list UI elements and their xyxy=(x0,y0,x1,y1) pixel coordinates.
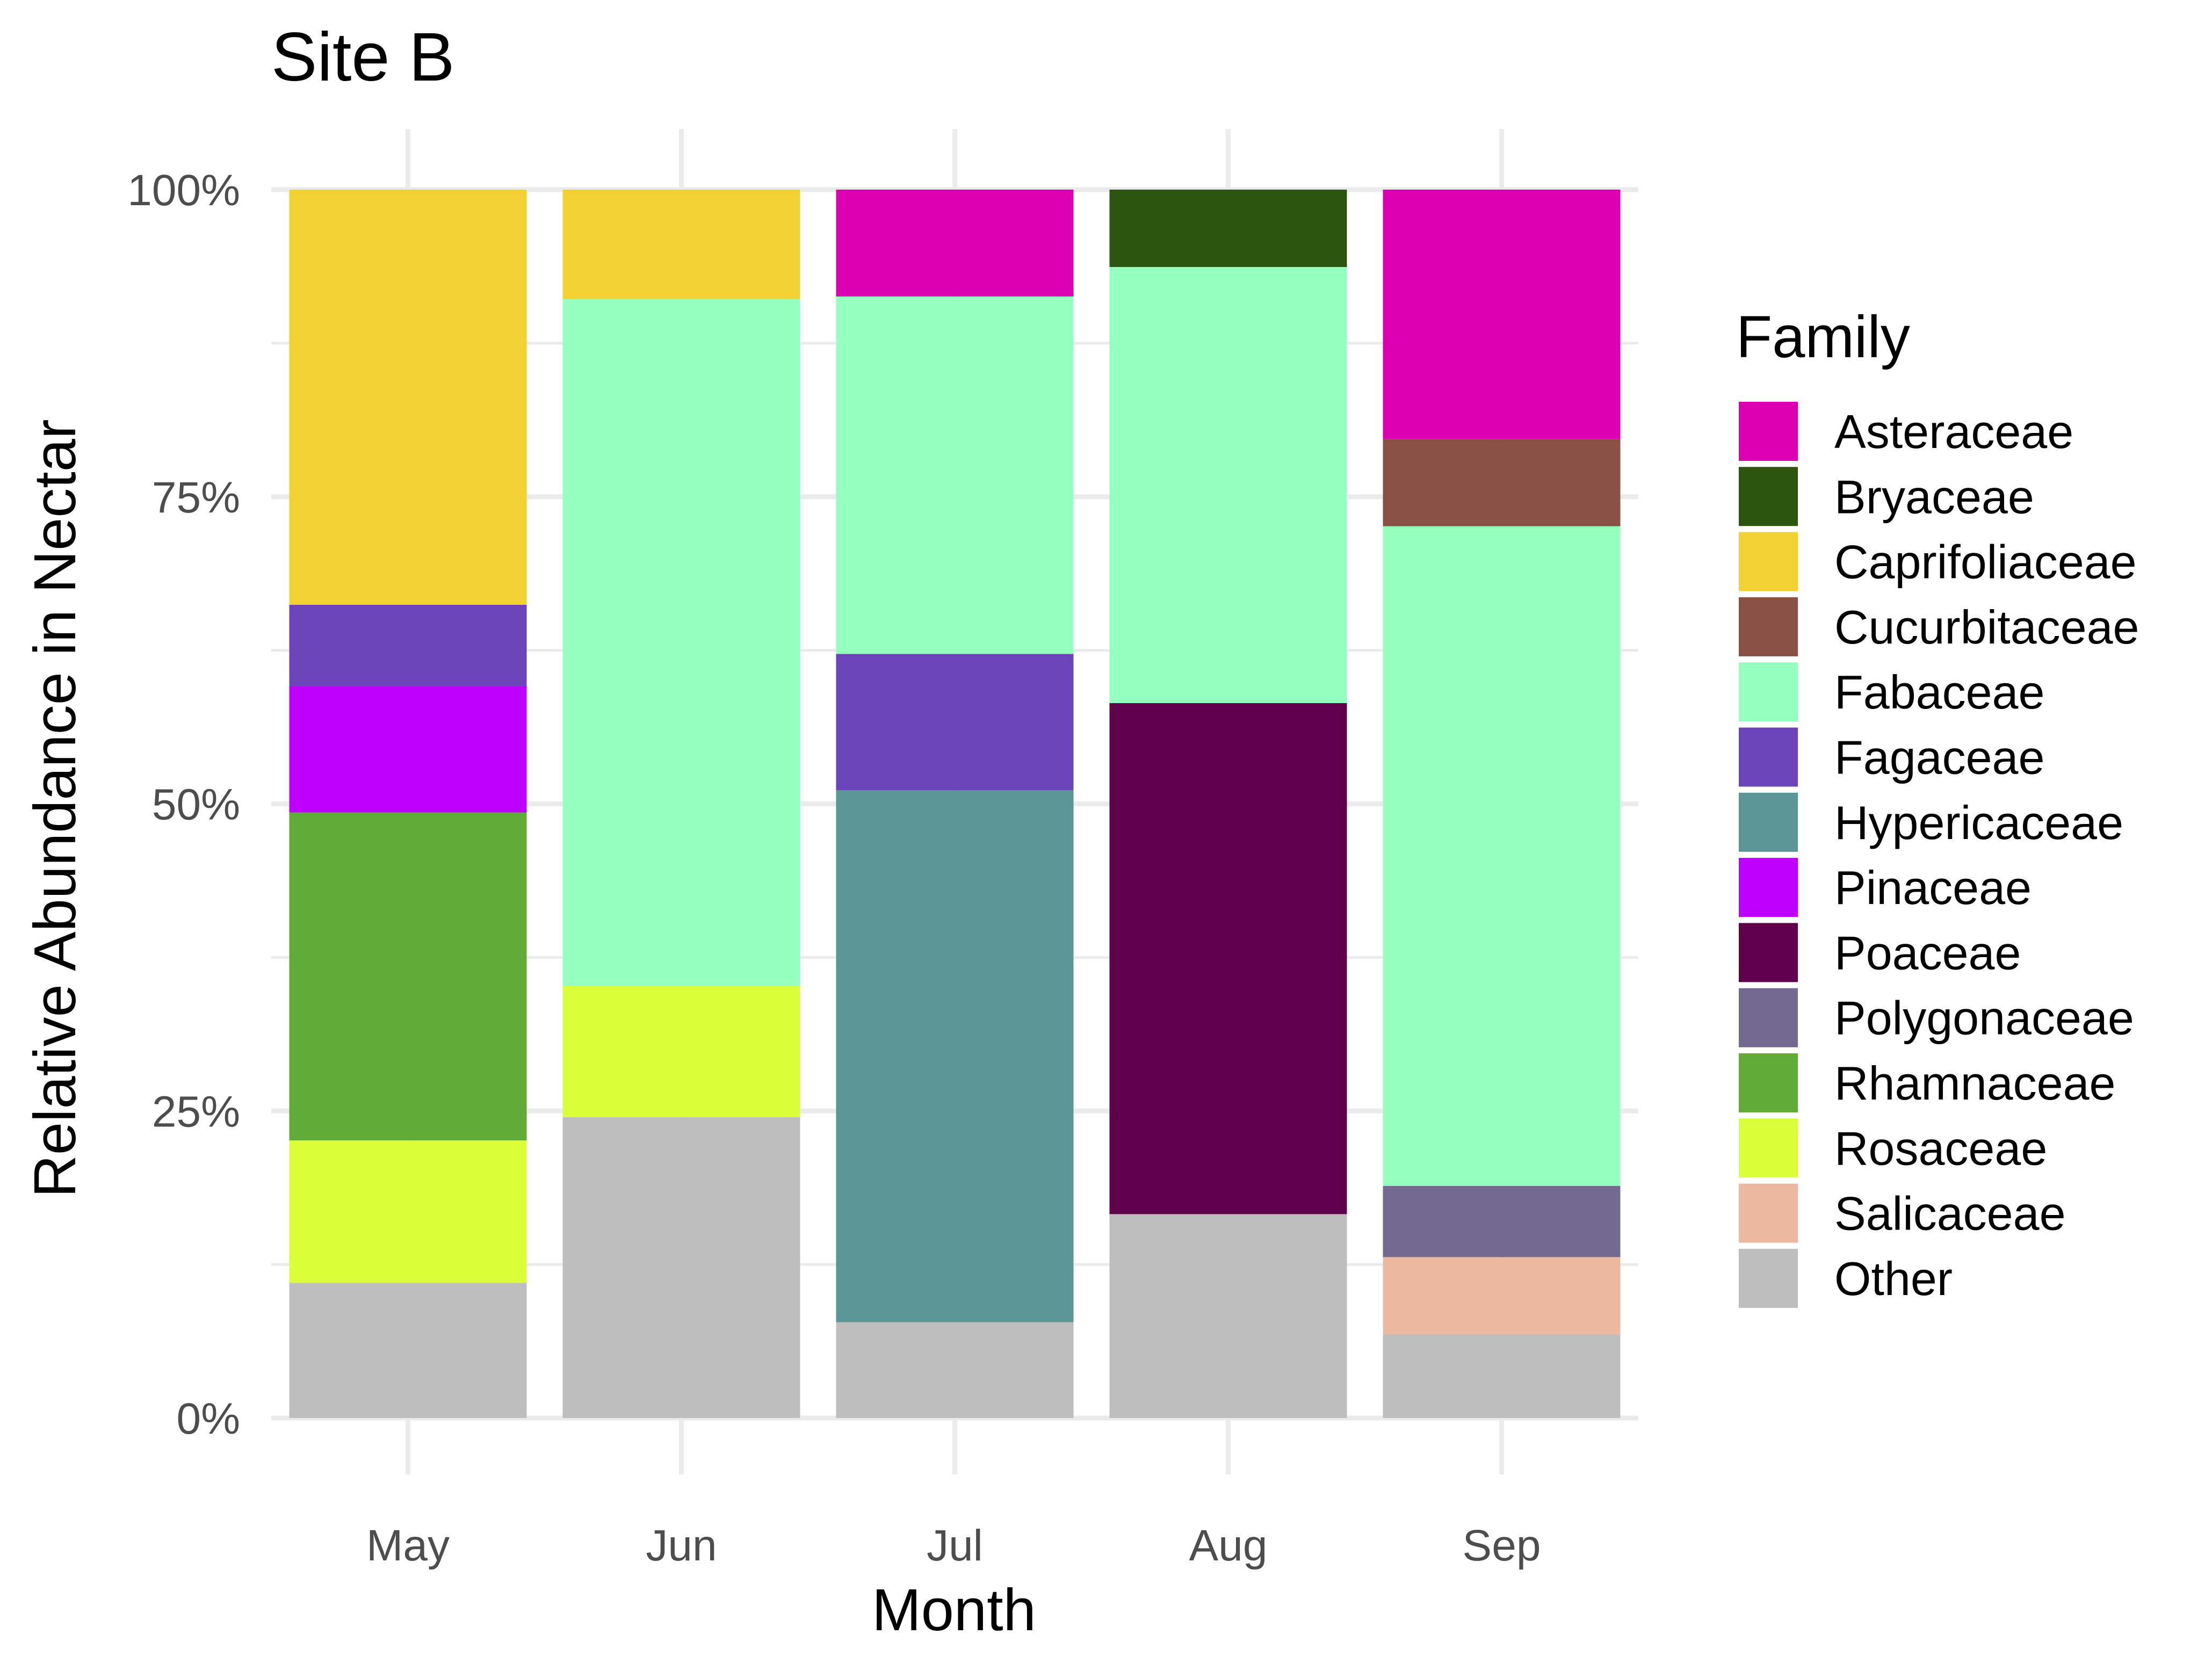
bar-aug-fabaceae xyxy=(1109,267,1347,703)
legend-label: Bryaceae xyxy=(1834,470,2034,523)
legend-label: Caprifoliaceae xyxy=(1834,536,2137,589)
bar-aug-poaceae xyxy=(1109,703,1347,1214)
legend-item: Pinaceae xyxy=(1739,858,2032,917)
x-tick-label: Jul xyxy=(927,1521,983,1570)
bar-may-other xyxy=(289,1283,527,1418)
x-tick-label: Jun xyxy=(646,1521,717,1570)
legend-item: Salicaceae xyxy=(1739,1183,2066,1243)
chart-title: Site B xyxy=(271,19,455,96)
bar-jun-caprifoliaceae xyxy=(562,190,800,299)
legend-key xyxy=(1739,1053,1798,1112)
legend-label: Asteraceae xyxy=(1834,405,2073,458)
legend-label: Polygonaceae xyxy=(1834,992,2134,1045)
legend-key xyxy=(1739,597,1798,656)
legend-label: Fagaceae xyxy=(1834,731,2044,784)
legend-key xyxy=(1739,792,1798,852)
x-tick-label: May xyxy=(366,1521,450,1570)
bar-jul-other xyxy=(836,1322,1074,1418)
y-tick-label: 25% xyxy=(152,1087,240,1136)
y-tick-label: 75% xyxy=(152,473,240,522)
legend-label: Cucurbitaceae xyxy=(1834,601,2139,654)
bar-jul-asteraceae xyxy=(836,190,1074,297)
y-tick-label: 0% xyxy=(176,1394,240,1443)
bar-jun-fabaceae xyxy=(562,299,800,986)
legend-item: Rosaceae xyxy=(1739,1118,2047,1178)
bar-may-caprifoliaceae xyxy=(289,190,527,605)
x-tick-label: Aug xyxy=(1189,1521,1268,1570)
legend-label: Pinaceae xyxy=(1834,861,2032,914)
bar-sep-polygonaceae xyxy=(1383,1185,1621,1257)
bar-jun-rosaceae xyxy=(562,985,800,1117)
legend-item: Hypericaceae xyxy=(1739,792,2123,852)
bar-jun-other xyxy=(562,1117,800,1418)
legend-key xyxy=(1739,467,1798,526)
legend-item: Fagaceae xyxy=(1739,727,2044,787)
bar-sep-fabaceae xyxy=(1383,526,1621,1186)
legend-item: Rhamnaceae xyxy=(1739,1053,2115,1112)
bar-aug-other xyxy=(1109,1214,1347,1418)
legend-item: Poaceae xyxy=(1739,923,2021,982)
x-tick-label: Sep xyxy=(1463,1521,1541,1570)
legend-key xyxy=(1739,1248,1798,1308)
legend-label: Poaceae xyxy=(1834,926,2021,979)
bar-sep-asteraceae xyxy=(1383,190,1621,439)
y-axis-tick-labels: 0% 25% 50% 75% 100% xyxy=(127,166,240,1443)
legend-label: Other xyxy=(1834,1252,1953,1305)
legend-key xyxy=(1739,858,1798,917)
legend-item: Other xyxy=(1739,1248,1953,1308)
y-axis-title: Relative Abundance in Nectar xyxy=(22,419,88,1197)
bar-sep-cucurbitaceae xyxy=(1383,439,1621,526)
legend-key xyxy=(1739,988,1798,1047)
bars xyxy=(289,190,1621,1418)
bar-jul-fagaceae xyxy=(836,654,1074,791)
legend-key xyxy=(1739,727,1798,787)
bar-jul-fabaceae xyxy=(836,296,1074,654)
y-tick-label: 100% xyxy=(127,166,240,215)
legend-item: Asteraceae xyxy=(1739,402,2073,461)
legend-label: Salicaceae xyxy=(1834,1187,2066,1240)
legend-item: Caprifoliaceae xyxy=(1739,532,2137,591)
legend-label: Hypericaceae xyxy=(1834,796,2123,849)
legend-title: Family xyxy=(1736,304,1910,370)
legend-key xyxy=(1739,402,1798,461)
legend: Asteraceae Bryaceae Caprifoliaceae Cucurbit… xyxy=(1739,402,2139,1308)
x-axis-tick-labels: May Jun Jul Aug Sep xyxy=(366,1521,1541,1570)
legend-key xyxy=(1739,923,1798,982)
legend-item: Cucurbitaceae xyxy=(1739,597,2139,656)
legend-item: Polygonaceae xyxy=(1739,988,2134,1047)
bar-aug-bryaceae xyxy=(1109,190,1347,267)
legend-item: Bryaceae xyxy=(1739,467,2034,526)
bar-may-rhamnaceae xyxy=(289,812,527,1141)
legend-key xyxy=(1739,1118,1798,1178)
legend-label: Fabaceae xyxy=(1834,666,2044,719)
legend-key xyxy=(1739,532,1798,591)
legend-key xyxy=(1739,662,1798,722)
bar-jul-hypericaceae xyxy=(836,790,1074,1322)
bar-sep-salicaceae xyxy=(1383,1257,1621,1335)
legend-item: Fabaceae xyxy=(1739,662,2044,722)
bar-sep-other xyxy=(1383,1334,1621,1418)
legend-label: Rosaceae xyxy=(1834,1122,2047,1175)
bar-may-pinaceae xyxy=(289,685,527,813)
x-axis-title: Month xyxy=(872,1577,1036,1643)
legend-label: Rhamnaceae xyxy=(1834,1057,2115,1110)
bar-may-rosaceae xyxy=(289,1140,527,1283)
legend-key xyxy=(1739,1183,1798,1243)
y-tick-label: 50% xyxy=(152,780,240,829)
bar-may-fagaceae xyxy=(289,605,527,686)
